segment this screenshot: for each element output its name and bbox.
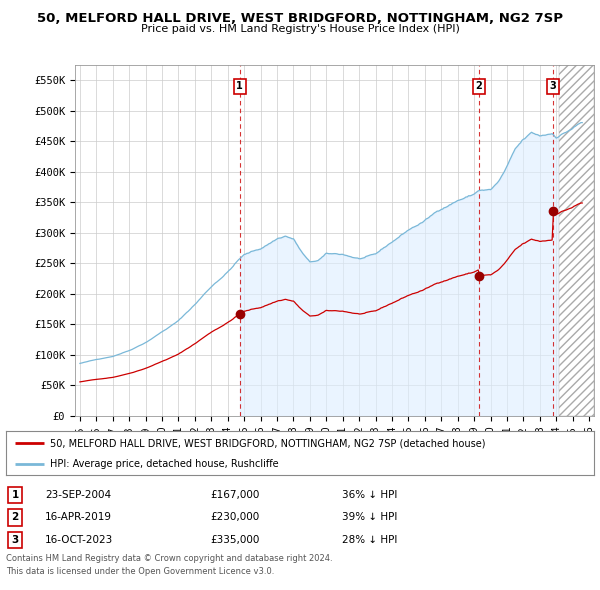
Text: Contains HM Land Registry data © Crown copyright and database right 2024.: Contains HM Land Registry data © Crown c…: [6, 554, 332, 563]
Text: £230,000: £230,000: [210, 513, 259, 522]
Text: 28% ↓ HPI: 28% ↓ HPI: [342, 535, 397, 545]
Text: 2: 2: [11, 513, 19, 522]
Text: 1: 1: [11, 490, 19, 500]
Text: 3: 3: [550, 81, 556, 91]
Text: 2: 2: [475, 81, 482, 91]
Text: £167,000: £167,000: [210, 490, 259, 500]
Text: 23-SEP-2004: 23-SEP-2004: [45, 490, 111, 500]
Text: 39% ↓ HPI: 39% ↓ HPI: [342, 513, 397, 522]
Text: 16-APR-2019: 16-APR-2019: [45, 513, 112, 522]
Text: 50, MELFORD HALL DRIVE, WEST BRIDGFORD, NOTTINGHAM, NG2 7SP: 50, MELFORD HALL DRIVE, WEST BRIDGFORD, …: [37, 12, 563, 25]
Text: Price paid vs. HM Land Registry's House Price Index (HPI): Price paid vs. HM Land Registry's House …: [140, 24, 460, 34]
Text: £335,000: £335,000: [210, 535, 259, 545]
Text: 3: 3: [11, 535, 19, 545]
Text: 50, MELFORD HALL DRIVE, WEST BRIDGFORD, NOTTINGHAM, NG2 7SP (detached house): 50, MELFORD HALL DRIVE, WEST BRIDGFORD, …: [50, 438, 485, 448]
Text: This data is licensed under the Open Government Licence v3.0.: This data is licensed under the Open Gov…: [6, 567, 274, 576]
Text: 16-OCT-2023: 16-OCT-2023: [45, 535, 113, 545]
Text: 36% ↓ HPI: 36% ↓ HPI: [342, 490, 397, 500]
Text: 1: 1: [236, 81, 243, 91]
Text: HPI: Average price, detached house, Rushcliffe: HPI: Average price, detached house, Rush…: [50, 459, 279, 469]
